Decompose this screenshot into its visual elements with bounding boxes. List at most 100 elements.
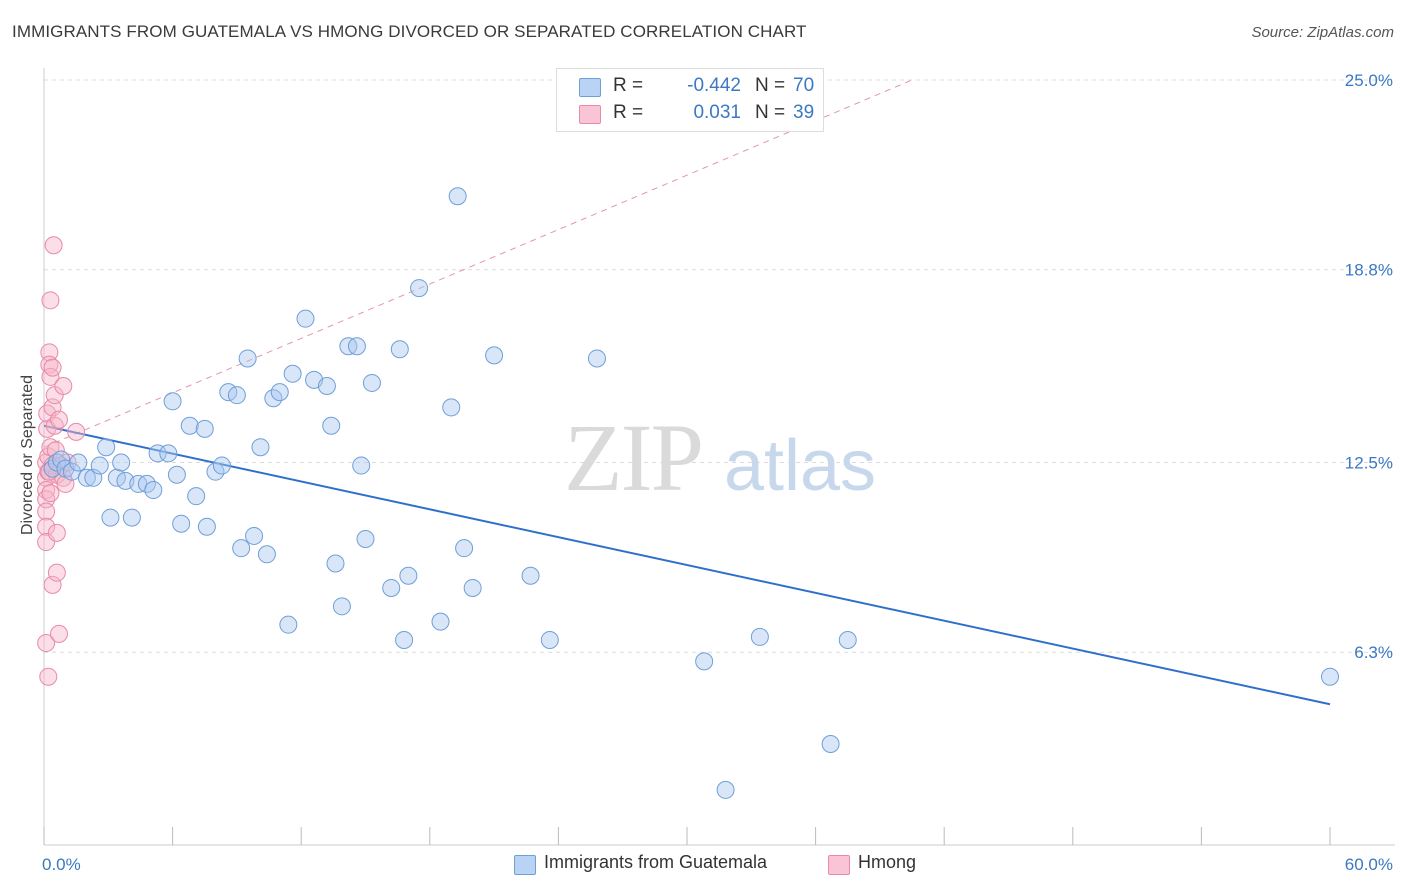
data-point-guatemala	[245, 526, 264, 545]
data-point-guatemala	[838, 630, 857, 649]
data-point-guatemala	[485, 346, 504, 365]
data-point-guatemala	[163, 392, 182, 411]
data-point-hmong	[37, 634, 56, 653]
legend-r-value: -0.442	[687, 75, 741, 96]
data-point-guatemala	[410, 279, 429, 298]
data-point-hmong	[50, 624, 69, 643]
legend-n-value: 70	[793, 75, 815, 96]
points-guatemala	[43, 187, 1339, 799]
data-point-guatemala	[144, 481, 163, 500]
watermark-zip: ZIP	[564, 404, 702, 511]
data-point-guatemala	[159, 444, 178, 463]
data-point-guatemala	[382, 578, 401, 597]
data-point-guatemala	[356, 530, 375, 548]
data-point-hmong	[40, 343, 59, 362]
data-point-hmong	[43, 358, 62, 377]
data-point-guatemala	[695, 652, 714, 671]
data-point-guatemala	[540, 630, 559, 649]
data-point-guatemala	[167, 465, 186, 484]
y-tick-label: 6.3%	[1354, 643, 1393, 662]
data-point-hmong	[44, 236, 63, 255]
data-point-hmong	[41, 291, 60, 310]
data-point-guatemala	[332, 597, 351, 616]
data-point-guatemala	[195, 419, 214, 438]
data-point-guatemala	[296, 309, 315, 328]
data-point-guatemala	[52, 450, 71, 469]
data-point-guatemala	[390, 340, 409, 359]
data-point-guatemala	[821, 735, 840, 754]
data-point-guatemala	[270, 383, 289, 402]
data-point-guatemala	[455, 539, 474, 558]
legend-n-value: 39	[793, 102, 815, 123]
data-point-guatemala	[442, 398, 461, 417]
data-point-guatemala	[279, 615, 298, 634]
data-point-hmong	[67, 422, 86, 441]
data-point-guatemala	[101, 508, 120, 527]
data-point-guatemala	[69, 453, 88, 472]
data-point-guatemala	[326, 554, 345, 573]
data-point-guatemala	[283, 364, 302, 383]
data-point-guatemala	[257, 545, 276, 564]
legend-swatch-pink	[828, 855, 850, 875]
data-point-guatemala	[212, 456, 231, 475]
data-point-hmong	[47, 523, 66, 542]
data-point-guatemala	[362, 373, 381, 392]
correlation-legend: R = -0.442 N = 70 R = 0.031 N = 39	[556, 68, 824, 132]
data-point-hmong	[41, 484, 60, 503]
data-point-guatemala	[227, 386, 246, 405]
source-label: Source: ZipAtlas.com	[1251, 24, 1394, 41]
legend-r-label: R =	[613, 75, 644, 96]
data-point-guatemala	[399, 566, 418, 585]
data-point-guatemala	[521, 566, 540, 585]
legend-r-label: R =	[613, 102, 644, 123]
data-point-guatemala	[180, 416, 199, 435]
data-point-guatemala	[122, 508, 141, 527]
tick-labels: 6.3% 12.5% 18.8% 25.0% 0.0% 60.0%	[42, 71, 1393, 874]
data-point-guatemala	[77, 468, 96, 487]
legend-label-guatemala: Immigrants from Guatemala	[544, 852, 768, 872]
legend-swatch-pink	[579, 105, 601, 124]
data-point-guatemala	[347, 337, 366, 356]
axes	[43, 68, 1395, 846]
data-point-guatemala	[251, 438, 270, 457]
y-tick-label: 25.0%	[1345, 71, 1393, 90]
legend-swatch-blue	[514, 855, 536, 875]
data-point-guatemala	[1321, 667, 1339, 686]
data-point-hmong	[54, 377, 73, 395]
data-point-guatemala	[238, 349, 257, 368]
data-point-guatemala	[197, 517, 216, 536]
data-point-guatemala	[431, 612, 450, 631]
data-point-guatemala	[463, 578, 482, 597]
data-point-guatemala	[112, 453, 131, 472]
legend-label-hmong: Hmong	[858, 852, 917, 872]
trend-line-guatemala	[43, 424, 1331, 706]
data-point-hmong	[37, 517, 56, 536]
chart-title: IMMIGRANTS FROM GUATEMALA VS HMONG DIVOR…	[12, 22, 807, 41]
data-point-guatemala	[317, 377, 336, 395]
legend-swatch-blue	[579, 78, 601, 97]
data-point-guatemala	[448, 187, 467, 206]
data-point-guatemala	[172, 514, 191, 533]
trend-lines	[43, 79, 1331, 706]
data-point-guatemala	[90, 456, 109, 475]
data-point-guatemala	[750, 627, 769, 646]
y-tick-label: 18.8%	[1345, 261, 1393, 280]
watermark: ZIP atlas	[564, 404, 876, 511]
legend-n-label: N =	[755, 75, 786, 96]
data-point-guatemala	[187, 487, 206, 506]
data-point-guatemala	[716, 780, 735, 799]
data-point-guatemala	[322, 416, 341, 435]
legend-n-label: N =	[755, 102, 786, 123]
data-point-hmong	[41, 438, 60, 457]
y-tick-label: 12.5%	[1345, 454, 1393, 473]
data-point-guatemala	[395, 630, 414, 649]
data-point-guatemala	[148, 444, 167, 463]
data-point-hmong	[47, 563, 66, 582]
data-point-guatemala	[352, 456, 371, 475]
data-point-hmong	[37, 502, 56, 521]
data-point-hmong	[43, 575, 62, 594]
data-point-guatemala	[232, 539, 251, 558]
data-point-guatemala	[587, 349, 606, 368]
legend-r-value: 0.031	[693, 102, 741, 123]
x-tick-label-min: 0.0%	[42, 855, 81, 874]
